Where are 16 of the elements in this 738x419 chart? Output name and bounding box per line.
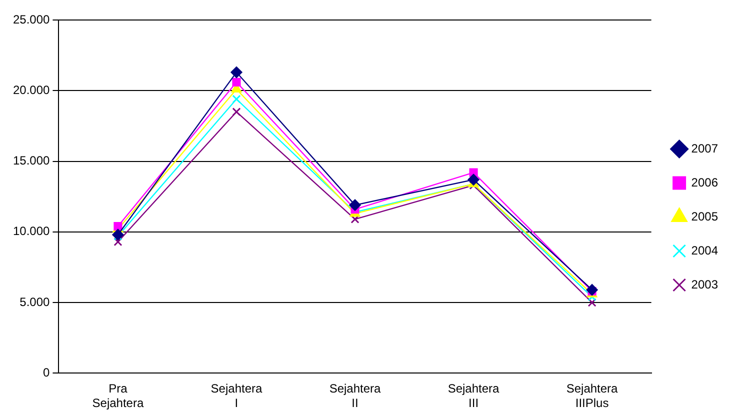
x-tick-label: Pra Sejahtera [92,382,144,410]
y-tick-label: 15.000 [13,154,50,168]
legend-label: 2003 [691,277,718,292]
x-tick-label: Sejahtera III [448,382,500,410]
y-tick-label: 10.000 [13,224,50,238]
x-tick-label: Sejahtera IIIPlus [566,382,618,410]
x-tick-label: Sejahtera I [210,382,262,410]
y-tick-label: 20.000 [13,82,50,97]
legend-label: 2004 [691,243,718,258]
legend-label: 2007 [691,141,718,156]
y-tick-label: 25.000 [13,12,50,26]
x-tick-label: Sejahtera II [329,382,382,410]
legend-label: 2005 [691,209,718,224]
y-tick-label: 0 [43,366,50,380]
legend-label: 2006 [691,175,718,190]
y-tick-label: 5.000 [20,294,50,309]
